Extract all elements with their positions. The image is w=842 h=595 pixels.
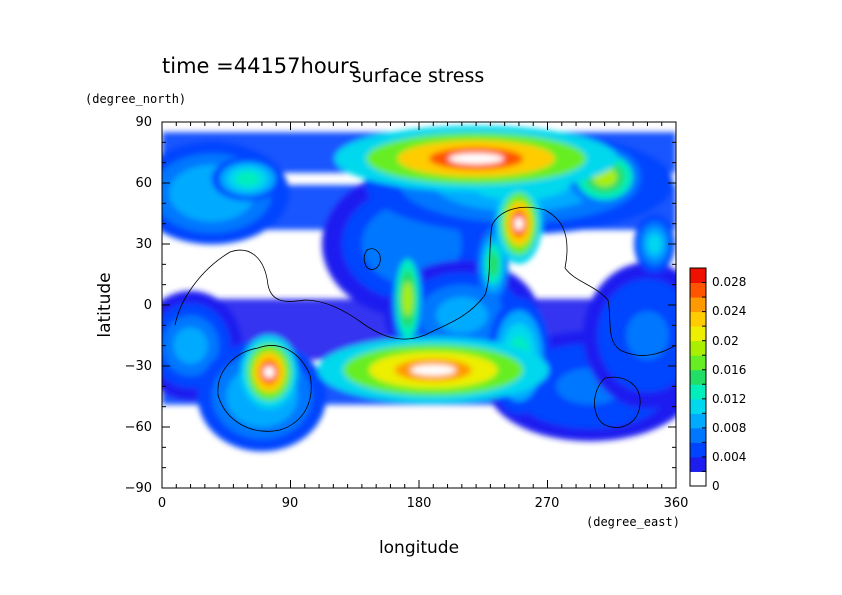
- colorbar-band: [690, 340, 706, 356]
- colorbar-label: 0.012: [712, 392, 746, 406]
- colorbar-ticks: [702, 267, 706, 487]
- stress-peak-core: [514, 216, 524, 231]
- colorbar-band: [690, 413, 706, 429]
- stress-hotspot: [402, 281, 413, 316]
- colorbar-label: 0.024: [712, 304, 746, 318]
- coastline-antarctic-ring: [217, 345, 312, 432]
- x-tick-labels: 0 90 180 270 360: [158, 496, 689, 511]
- colorbar-band: [690, 282, 706, 298]
- y-tick-label: 0: [144, 298, 152, 313]
- colorbar-band: [690, 384, 706, 400]
- colorbar-band: [690, 427, 706, 443]
- colorbar-label: 0.016: [712, 363, 746, 377]
- colorbar-label: 0.028: [712, 275, 746, 289]
- y-tick-label: 60: [135, 176, 152, 191]
- stress-hotspot: [626, 311, 669, 360]
- coastline-island-central: [363, 248, 381, 270]
- stress-peak-core: [263, 366, 275, 379]
- stress-field: [162, 125, 676, 452]
- x-tick-label: 270: [535, 496, 560, 511]
- y-tick-labels: 90 60 30 0 −30 −60 −90: [125, 115, 152, 496]
- colorbar-band: [690, 456, 706, 472]
- continent-outlines: [174, 206, 676, 432]
- x-tick-label: 180: [407, 496, 432, 511]
- colorbar-band: [690, 442, 706, 458]
- chart-subtitle: time =44157hours: [162, 54, 360, 78]
- x-tick-label: 360: [664, 496, 689, 511]
- stress-hotspot: [381, 219, 442, 269]
- colorbar-frame: [689, 267, 707, 487]
- y-tick-label: −60: [125, 420, 152, 435]
- colorbar-band: [690, 369, 706, 385]
- colorbar-band: [690, 355, 706, 371]
- colorbar-band: [690, 297, 706, 313]
- stress-hotspot: [488, 252, 499, 277]
- colorbar-bands: [690, 268, 706, 487]
- y-tick-label: −30: [125, 359, 152, 374]
- stress-hotspot: [235, 171, 260, 187]
- y-axis-label: latitude: [95, 272, 115, 337]
- colorbar-band: [690, 311, 706, 327]
- y-tick-label: −90: [125, 481, 152, 496]
- stress-peak-core: [448, 153, 504, 165]
- colorbar-band: [690, 326, 706, 342]
- coastline-island-east: [594, 376, 641, 428]
- x-axis-label: longitude: [379, 538, 459, 558]
- x-tick-label: 90: [282, 496, 299, 511]
- colorbar-label: 0: [712, 479, 720, 493]
- plot-area: [162, 122, 676, 488]
- colorbar-label: 0.02: [712, 334, 739, 348]
- x-tick-label: 0: [158, 496, 166, 511]
- stress-hotspot: [436, 296, 488, 334]
- x-unit-label: (degree_east): [586, 515, 680, 529]
- coastline-africa: [174, 206, 676, 356]
- colorbar-band: [690, 268, 706, 284]
- colorbar: 0.028 0.024 0.02 0.016 0.012 0.008 0.004…: [689, 267, 746, 493]
- y-unit-label: (degree_north): [85, 92, 186, 106]
- colorbar-label: 0.008: [712, 421, 746, 435]
- stress-peak-core: [410, 364, 456, 376]
- y-tick-label: 90: [135, 115, 152, 130]
- stress-hotspot: [647, 234, 662, 254]
- stress-hotspot: [173, 327, 208, 364]
- colorbar-band: [690, 471, 706, 487]
- chart-title: surface stress: [352, 65, 485, 87]
- colorbar-label: 0.004: [712, 450, 746, 464]
- y-tick-label: 30: [135, 237, 152, 252]
- colorbar-band: [690, 398, 706, 414]
- axis-ticks: [161, 121, 677, 489]
- colorbar-labels: 0.028 0.024 0.02 0.016 0.012 0.008 0.004…: [712, 275, 746, 493]
